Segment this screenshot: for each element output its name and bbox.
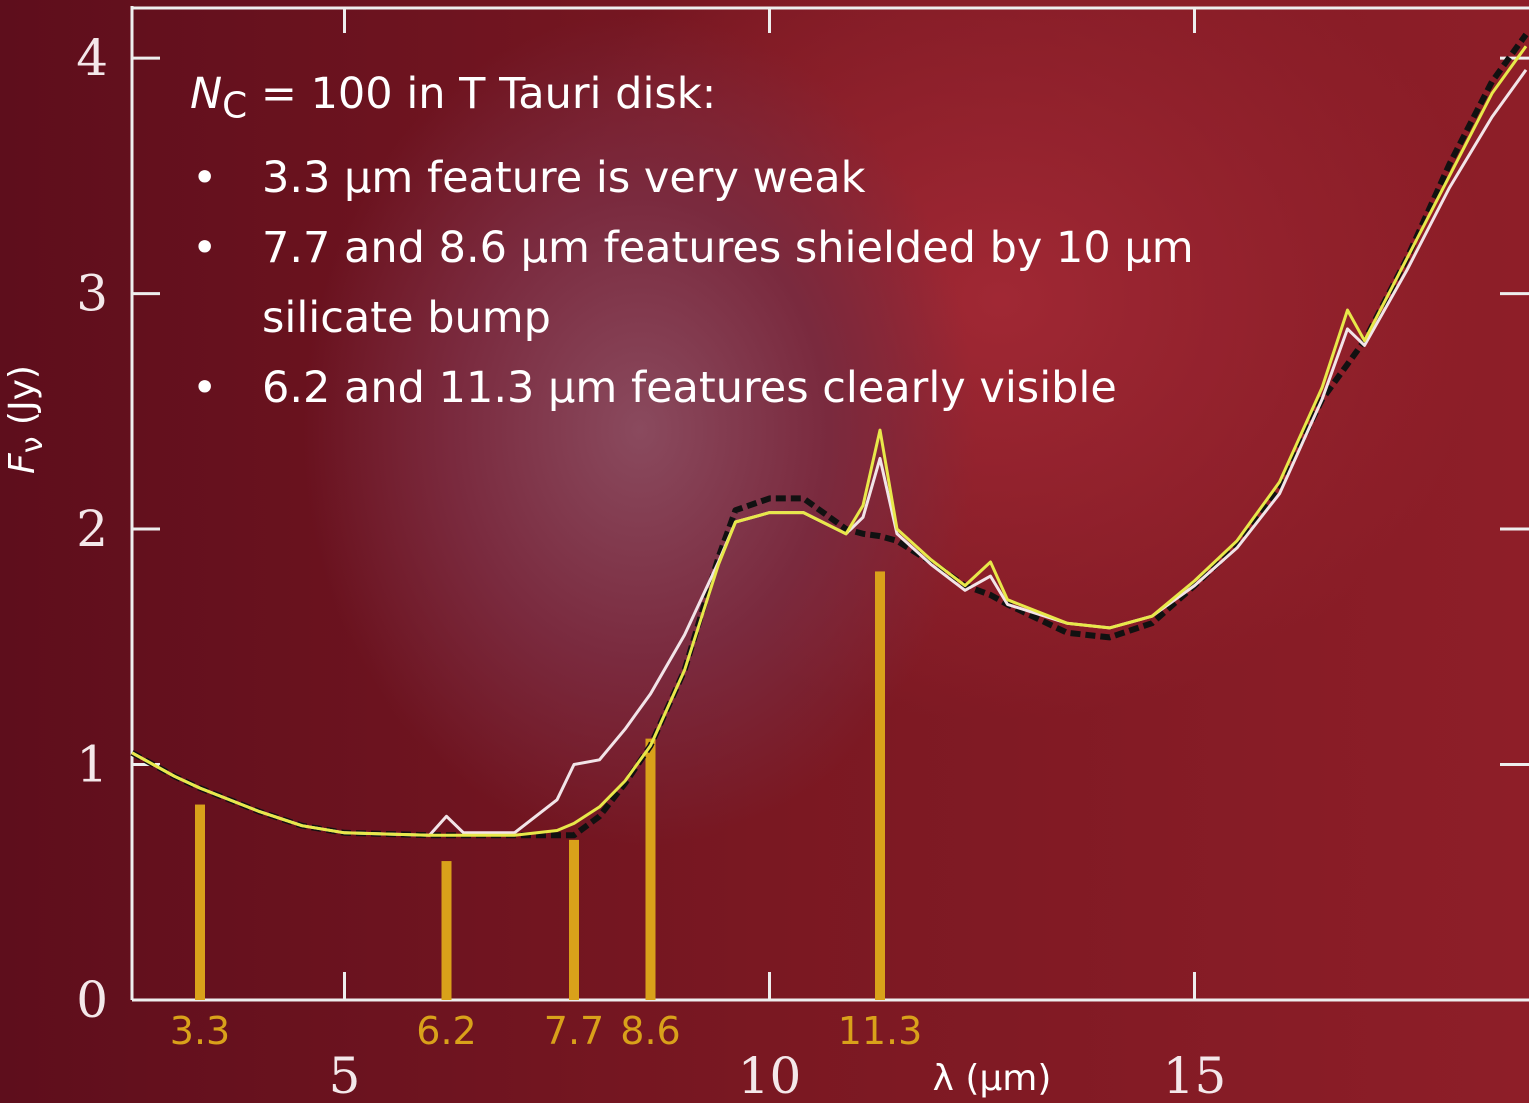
bullet-list: 3.3 µm feature is very weak 7.7 and 8.6 … [190, 143, 1210, 423]
feature-label: 6.2 [416, 1009, 476, 1053]
subscript: ν [15, 436, 51, 454]
y-tick-label: 3 [76, 265, 108, 323]
feature-label: 8.6 [620, 1009, 680, 1053]
annotation: NC = 100 in T Tauri disk: 3.3 µm feature… [190, 58, 1210, 423]
feature-bar [645, 738, 656, 1000]
symbol: N [190, 69, 223, 119]
feature-label: 7.7 [544, 1009, 604, 1053]
y-tick-label: 0 [76, 971, 108, 1029]
feature-bar [195, 804, 205, 1000]
feature-label: 11.3 [838, 1009, 923, 1053]
y-axis-label: Fν (Jy) [2, 365, 50, 474]
feature-bar [875, 571, 885, 1000]
x-axis-label: λ (µm) [933, 1058, 1052, 1099]
bullet: 3.3 µm feature is very weak [192, 143, 1210, 213]
spectrum-line [131, 45, 1528, 837]
feature-bar [441, 861, 452, 1000]
subscript: C [222, 85, 248, 127]
bullet: 7.7 and 8.6 µm features shielded by 10 µ… [192, 213, 1210, 353]
feature-bar [569, 839, 579, 1000]
x-tick-label: 15 [1163, 1047, 1227, 1103]
feature-label: 3.3 [170, 1009, 230, 1053]
unit: (Jy) [2, 365, 43, 426]
bullet: 6.2 and 11.3 µm features clearly visible [192, 353, 1210, 423]
y-tick-label: 2 [76, 500, 108, 558]
y-tick-label: 4 [76, 29, 108, 87]
y-tick-label: 1 [76, 736, 108, 794]
symbol: F [2, 453, 43, 474]
x-tick-label: 10 [738, 1047, 802, 1103]
x-tick-label: 5 [329, 1047, 361, 1103]
annotation-heading: NC = 100 in T Tauri disk: [190, 58, 1210, 143]
heading-text: = 100 in T Tauri disk: [260, 69, 717, 119]
